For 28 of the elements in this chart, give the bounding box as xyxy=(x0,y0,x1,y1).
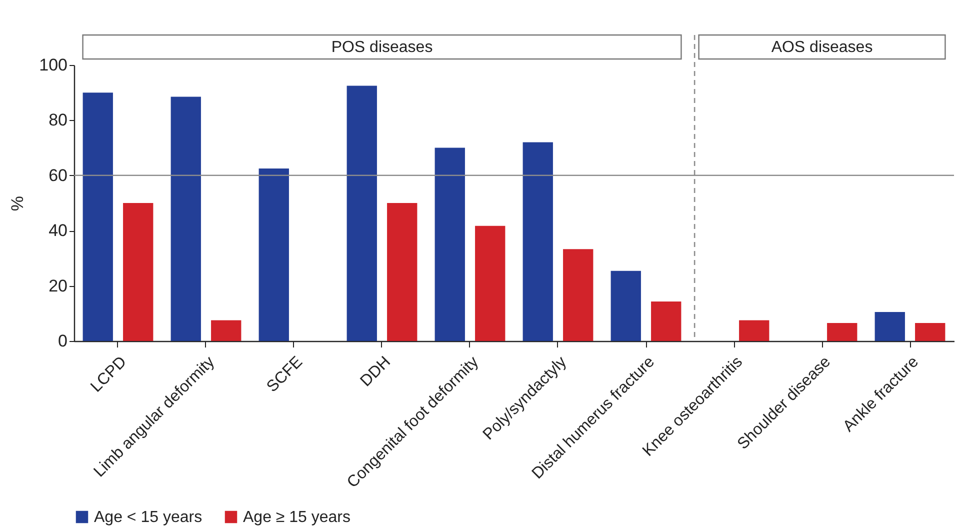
bar xyxy=(610,270,641,341)
legend-label: Age < 15 years xyxy=(94,509,202,526)
bar xyxy=(563,249,594,341)
bar xyxy=(874,312,905,341)
bar xyxy=(258,168,289,341)
y-tick-label: 100 xyxy=(39,56,68,74)
bar xyxy=(434,148,465,341)
bar xyxy=(475,226,506,341)
bar xyxy=(827,323,858,341)
bar xyxy=(211,320,242,341)
text: AOS diseases xyxy=(771,39,873,56)
bar xyxy=(346,86,377,341)
bar xyxy=(170,96,201,341)
legend-label: Age ≥ 15 years xyxy=(243,509,351,526)
y-tick-label: 80 xyxy=(48,110,68,130)
bar xyxy=(915,323,946,341)
y-tick-label: 0 xyxy=(58,332,68,350)
bar xyxy=(651,302,682,341)
bar xyxy=(387,203,418,341)
bar xyxy=(522,142,553,341)
bar xyxy=(739,320,770,341)
bar xyxy=(123,203,154,341)
y-tick-label: 20 xyxy=(48,276,68,296)
y-tick-label: 60 xyxy=(48,166,68,185)
text: POS diseases xyxy=(331,39,433,56)
y-tick-label: 40 xyxy=(48,221,68,240)
bar xyxy=(82,92,113,341)
y-axis-title: % xyxy=(8,196,28,212)
